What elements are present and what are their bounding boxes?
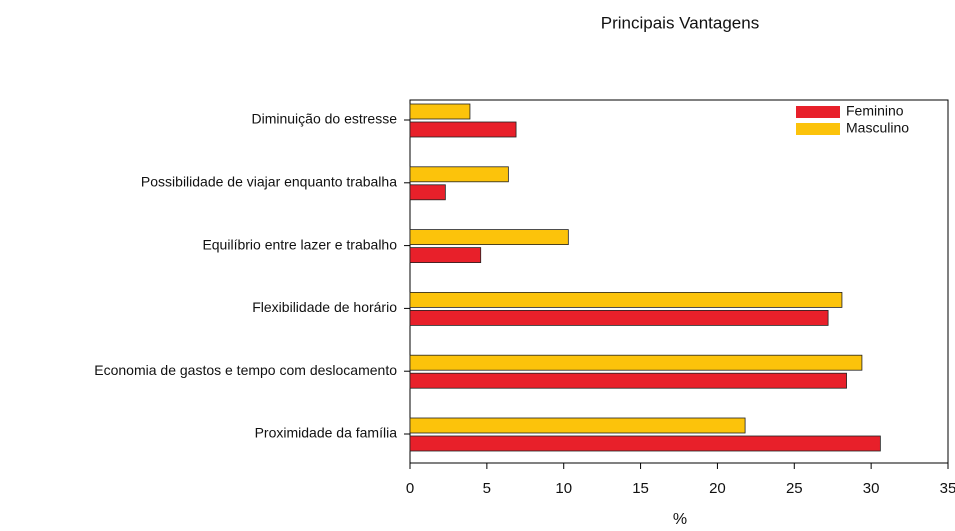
bar [409,184,446,201]
y-tick-label: Flexibilidade de horário [252,299,397,315]
bar [409,103,471,120]
x-tick-label: 0 [406,480,414,497]
bar [409,166,509,183]
y-tick-label: Possibilidade de viajar enquanto trabalh… [141,174,397,190]
y-tick-label: Economia de gastos e tempo com deslocame… [94,362,397,378]
legend-swatch [796,106,840,118]
x-tick-label: 30 [863,480,880,497]
bar [409,354,863,371]
bar [409,121,517,138]
legend-swatch [796,123,840,135]
x-tick-label: 25 [786,480,803,497]
legend-label: Masculino [846,120,909,136]
x-axis-label: % [673,511,687,528]
y-tick-label: Diminuição do estresse [251,111,397,127]
x-tick-label: 20 [709,480,726,497]
x-tick-label: 15 [632,480,649,497]
bar [409,291,843,308]
bar [409,417,746,434]
y-tick-label: Proximidade da família [255,425,398,441]
bar [409,229,569,246]
bar [409,247,482,264]
x-tick-label: 35 [940,480,955,497]
chart-title: Principais Vantagens [601,13,759,32]
y-tick-label: Equilíbrio entre lazer e trabalho [202,236,397,252]
x-tick-label: 5 [483,480,491,497]
bar [409,372,847,389]
plot-frame [409,99,949,464]
bar [409,435,881,452]
bar [409,309,829,326]
x-tick-label: 10 [555,480,572,497]
legend-label: Feminino [846,103,904,119]
